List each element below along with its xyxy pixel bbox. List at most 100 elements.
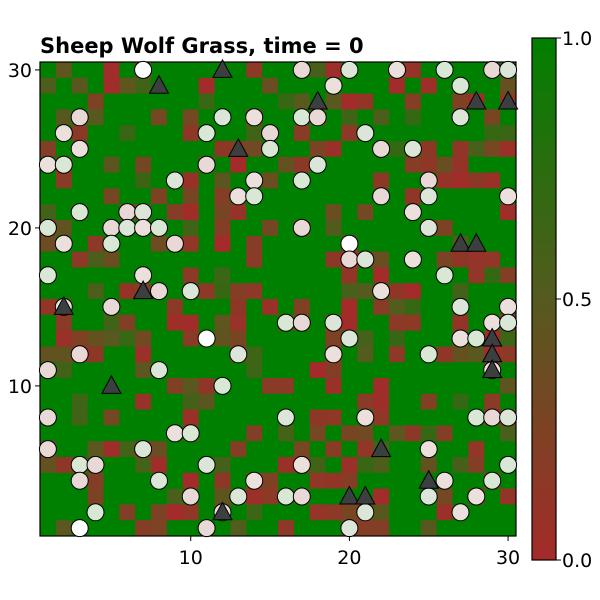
grass-cell xyxy=(135,504,152,521)
grass-cell xyxy=(309,172,326,189)
grass-cell xyxy=(309,62,326,79)
grass-cell xyxy=(436,330,453,347)
grass-cell xyxy=(103,62,120,79)
grass-cell xyxy=(119,504,136,521)
grass-cell xyxy=(357,204,374,221)
grass-cell xyxy=(309,378,326,395)
grass-cell xyxy=(404,330,422,347)
grass-cell xyxy=(309,188,326,205)
grass-cell xyxy=(151,235,168,252)
grass-cell xyxy=(389,283,406,300)
grass-cell xyxy=(420,457,438,474)
grass-cell xyxy=(151,125,168,142)
grass-cell xyxy=(309,235,326,252)
grass-cell xyxy=(262,441,279,458)
colorbar-tick-label: 1.0 xyxy=(562,28,592,50)
grass-cell xyxy=(87,172,104,189)
wolf-marker xyxy=(497,90,519,110)
grass-cell xyxy=(246,346,263,363)
grass-cell xyxy=(262,283,279,300)
grass-cell xyxy=(357,472,374,489)
grass-cell xyxy=(357,109,374,126)
grass-cell xyxy=(404,220,422,237)
grass-cell xyxy=(452,472,469,489)
colorbar-ticks: 0.0 0.5 1.0 xyxy=(556,28,592,572)
grass-cell xyxy=(373,93,390,110)
sheep-marker xyxy=(86,455,105,474)
grass-cell xyxy=(182,125,200,142)
grass-cell xyxy=(87,109,104,126)
grass-cell xyxy=(55,378,73,395)
grass-cell xyxy=(404,362,422,379)
sheep-marker xyxy=(86,503,105,522)
grass-cell xyxy=(436,346,453,363)
grass-cell xyxy=(87,62,104,79)
grass-cell xyxy=(357,156,374,173)
grass-cell xyxy=(484,504,501,521)
grass-cell xyxy=(389,314,406,331)
grass-cell xyxy=(103,109,120,126)
grass-cell xyxy=(373,267,390,284)
agents-layer xyxy=(38,58,519,538)
sheep-marker xyxy=(213,108,232,127)
sheep-marker xyxy=(292,108,311,127)
grass-cell xyxy=(214,520,231,537)
grass-cell xyxy=(103,77,120,94)
grass-cell xyxy=(389,299,406,316)
grass-cell xyxy=(151,441,168,458)
grass-cell xyxy=(309,283,326,300)
grass-cell xyxy=(55,393,73,410)
grass-cell xyxy=(357,378,374,395)
grass-cell xyxy=(246,378,263,395)
grass-cell xyxy=(262,235,279,252)
grass-cell xyxy=(309,330,326,347)
grass-cell xyxy=(468,314,485,331)
grass-cell xyxy=(341,346,358,363)
grass-cell xyxy=(119,62,136,79)
grass-cell xyxy=(87,125,104,142)
grass-cell xyxy=(55,409,73,426)
grass-cell xyxy=(484,457,501,474)
grass-cell xyxy=(325,409,342,426)
grass-cell xyxy=(452,267,469,284)
grass-cell xyxy=(262,425,279,442)
grass-cell xyxy=(262,378,279,395)
wolf-marker xyxy=(465,90,487,110)
sheep-marker xyxy=(292,313,311,332)
grass-cell xyxy=(55,362,73,379)
grass-cell xyxy=(198,283,215,300)
grass-cell xyxy=(246,299,263,316)
y-tick-label: 30 xyxy=(8,60,32,82)
grass-cell xyxy=(341,267,358,284)
grass-cell xyxy=(246,77,263,94)
grass-cell xyxy=(341,472,358,489)
grass-cell xyxy=(325,235,342,252)
grass-cell xyxy=(341,504,358,521)
grass-cell xyxy=(230,93,247,110)
grass-cell xyxy=(404,409,422,426)
grass-cell xyxy=(55,267,73,284)
grass-cell xyxy=(71,251,88,268)
sheep-marker xyxy=(435,60,454,79)
grass-cell xyxy=(325,441,342,458)
grass-cell xyxy=(357,330,374,347)
sheep-marker xyxy=(451,297,470,316)
sheep-marker xyxy=(451,76,470,95)
sheep-marker xyxy=(356,250,375,269)
grass-cell xyxy=(55,283,73,300)
grass-cell xyxy=(198,141,215,158)
grass-cell xyxy=(214,188,231,205)
grass-cell xyxy=(436,314,453,331)
grass-cell xyxy=(71,62,88,79)
grass-cell xyxy=(452,93,469,110)
grass-cell xyxy=(404,93,422,110)
grass-cell xyxy=(214,393,231,410)
grass-cell xyxy=(71,77,88,94)
sheep-marker xyxy=(38,266,57,285)
grass-cell xyxy=(357,62,374,79)
grass-cell xyxy=(40,188,57,205)
grass-cell xyxy=(214,125,231,142)
grass-cell xyxy=(468,472,485,489)
grass-cell xyxy=(71,393,88,410)
grass-cell xyxy=(341,141,358,158)
